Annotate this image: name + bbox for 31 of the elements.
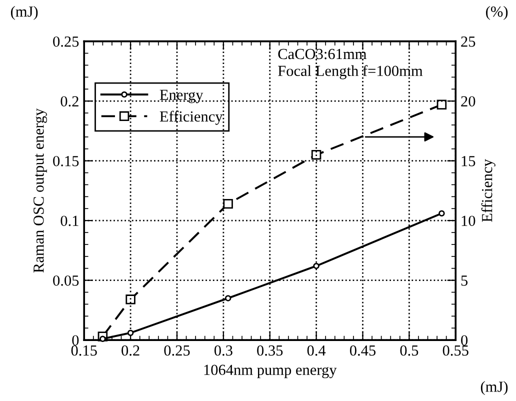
text: (mJ) xyxy=(10,6,38,20)
legend-label: Energy xyxy=(160,90,204,104)
y2-tick-label: 20 xyxy=(461,96,476,107)
y2-tick-label: 0 xyxy=(461,335,468,346)
x-tick-label: 0.4 xyxy=(307,345,326,356)
x-tick-label: 0.5 xyxy=(400,345,418,356)
x-tick-label: 0.15 xyxy=(71,345,97,356)
x-tick-label: 0.3 xyxy=(214,345,232,356)
y-tick-label: 0 xyxy=(72,335,79,346)
legend-label: Efficiency xyxy=(160,110,223,125)
y-tick-label: 0.2 xyxy=(60,96,78,107)
y-tick-label: 0.15 xyxy=(53,156,79,166)
x-tick-label: 0.25 xyxy=(164,345,190,356)
x-axis-title: 1064nm pump energy xyxy=(204,364,337,378)
x-tick-label: 0.45 xyxy=(350,345,376,356)
text: (mJ) xyxy=(480,381,508,395)
annotation: CaCO3:61mm xyxy=(278,48,366,60)
y2-tick-label: 10 xyxy=(462,216,476,226)
y-axis-title: Raman OSC output energy xyxy=(34,108,47,273)
x-tick-label: 0.55 xyxy=(442,345,468,356)
y2-tick-label: 5 xyxy=(461,276,468,286)
y2-tick-label: 15 xyxy=(462,156,476,166)
x-tick-label: 0.35 xyxy=(257,345,283,356)
y2-axis-title: Efficiency xyxy=(481,159,496,222)
y2-tick-label: 25 xyxy=(461,36,476,47)
y-tick-label: 0.25 xyxy=(53,36,79,47)
y-tick-label: 0.1 xyxy=(60,216,78,226)
y-tick-label: 0.05 xyxy=(53,275,79,286)
x-tick-label: 0.2 xyxy=(122,345,140,356)
annotation: Focal Length f=100mm xyxy=(278,65,423,80)
text: (%) xyxy=(486,6,508,20)
